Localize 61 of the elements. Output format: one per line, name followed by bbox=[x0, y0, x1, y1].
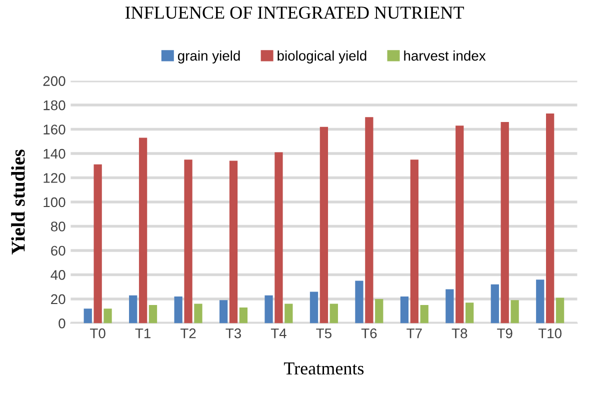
legend-label: grain yield bbox=[178, 50, 240, 64]
bar bbox=[84, 308, 92, 324]
bar bbox=[184, 160, 192, 324]
bar bbox=[174, 296, 182, 324]
x-tick-label: T3 bbox=[226, 328, 241, 338]
bar bbox=[500, 122, 509, 324]
bar bbox=[410, 160, 418, 324]
chart-title: INFLUENCE OF INTEGRATED NUTRIENT bbox=[125, 6, 464, 19]
y-tick-label: 100 bbox=[44, 197, 66, 208]
bar bbox=[490, 284, 499, 324]
bar bbox=[456, 126, 464, 324]
legend-label: harvest index bbox=[404, 50, 486, 61]
bar bbox=[556, 298, 564, 324]
x-tick-label: T0 bbox=[90, 328, 106, 338]
bar bbox=[330, 304, 338, 324]
y-tick-label: 20 bbox=[51, 294, 66, 304]
bar bbox=[536, 280, 544, 324]
y-tick-label: 0 bbox=[58, 318, 66, 328]
x-tick-label: T6 bbox=[361, 328, 377, 338]
bar bbox=[365, 117, 374, 324]
y-tick-label: 60 bbox=[51, 246, 66, 256]
x-tick-label: T7 bbox=[406, 328, 422, 338]
legend-label: biological yield bbox=[278, 50, 366, 64]
x-tick-label: T8 bbox=[452, 328, 468, 338]
x-tick-label: T10 bbox=[538, 328, 562, 338]
y-tick-label: 80 bbox=[50, 222, 66, 232]
x-tick-label: T9 bbox=[497, 328, 512, 338]
x-axis-title: Treatments bbox=[284, 362, 364, 375]
bar bbox=[446, 289, 454, 324]
bar bbox=[219, 300, 228, 324]
y-tick-label: 180 bbox=[44, 100, 66, 110]
bar bbox=[148, 305, 158, 324]
y-tick-label: 140 bbox=[44, 148, 66, 159]
y-tick-label: 200 bbox=[43, 76, 66, 86]
bar bbox=[264, 295, 273, 324]
bar bbox=[320, 126, 328, 324]
bar bbox=[274, 152, 283, 324]
x-tick-label: T2 bbox=[180, 328, 196, 338]
y-tick-label: 40 bbox=[50, 270, 66, 280]
bar bbox=[546, 114, 554, 324]
y-tick-label: 160 bbox=[44, 124, 66, 134]
bar bbox=[310, 292, 318, 324]
y-axis-title: Yield studies bbox=[11, 150, 25, 255]
bar bbox=[94, 164, 102, 324]
bar bbox=[129, 295, 138, 324]
bar bbox=[510, 300, 519, 324]
bar bbox=[375, 298, 384, 324]
bar bbox=[104, 308, 112, 324]
bar bbox=[466, 302, 474, 324]
bar bbox=[194, 304, 202, 324]
bar bbox=[420, 305, 428, 324]
bar bbox=[138, 138, 148, 324]
bar bbox=[355, 280, 364, 324]
x-tick-label: T5 bbox=[316, 328, 332, 338]
x-tick-label: T4 bbox=[270, 328, 286, 338]
bar bbox=[284, 304, 293, 324]
bar bbox=[229, 160, 238, 324]
bar bbox=[239, 307, 248, 324]
bar bbox=[400, 296, 409, 324]
x-tick-label: T1 bbox=[135, 328, 150, 338]
y-tick-label: 120 bbox=[44, 173, 66, 183]
